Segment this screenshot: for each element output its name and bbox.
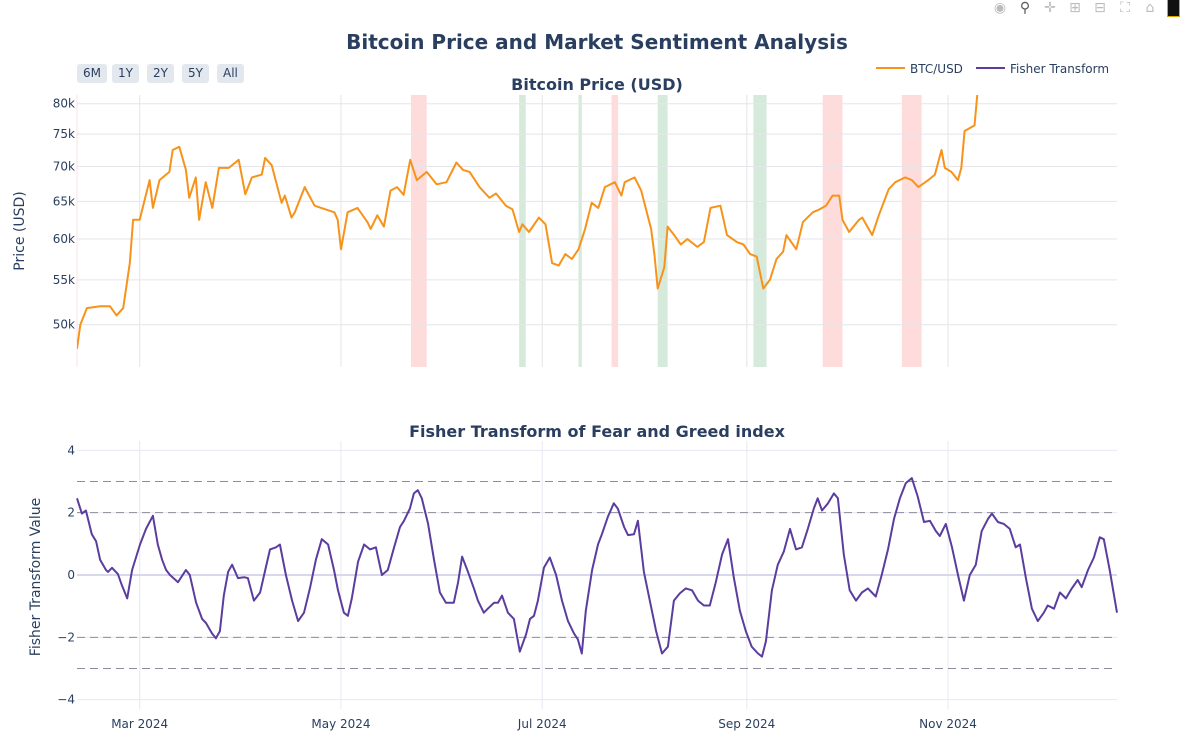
fisher-transform-line [76, 477, 1118, 658]
greed-region-band [657, 95, 668, 367]
legend-label-fisher: Fisher Transform [1010, 62, 1109, 76]
x-tick-label: May 2024 [311, 717, 370, 731]
plotly-logo[interactable] [1167, 0, 1180, 17]
chart-title: Bitcoin Price and Market Sentiment Analy… [346, 30, 848, 54]
x-tick-label: Sep 2024 [718, 717, 775, 731]
fear-region-band [611, 95, 619, 367]
subplot-title-price: Bitcoin Price (USD) [511, 75, 683, 94]
y-tick-label-fisher: −4 [57, 693, 75, 707]
y-tick-label-price: 75k [53, 127, 75, 141]
x-tick-label: Nov 2024 [919, 717, 977, 731]
y-tick-label-price: 70k [53, 160, 75, 174]
range-button-all[interactable]: All [217, 64, 244, 83]
modebar: ◉ ⚲ ✛ ⊞ ⊟ ⛶ ⌂ [992, 0, 1180, 17]
y-tick-label-fisher: 4 [67, 443, 75, 457]
x-tick-label: Jul 2024 [517, 717, 567, 731]
fear-region-band [901, 95, 922, 367]
y-axis-title-fisher: Fisher Transform Value [28, 498, 44, 656]
legend-item-btc[interactable]: BTC/USD [876, 62, 963, 76]
greed-region-band [753, 95, 767, 367]
y-tick-label-fisher: 2 [67, 506, 75, 520]
autoscale-icon[interactable]: ⛶ [1120, 0, 1130, 16]
range-button-1y[interactable]: 1Y [112, 64, 139, 83]
x-tick-label: Mar 2024 [111, 717, 168, 731]
pan-icon[interactable]: ✛ [1044, 0, 1056, 16]
greed-region-band [578, 95, 582, 367]
range-button-6m[interactable]: 6M [77, 64, 107, 83]
range-button-2y[interactable]: 2Y [147, 64, 174, 83]
zoom-icon[interactable]: ⚲ [1019, 0, 1031, 16]
greed-region-band [519, 95, 526, 367]
home-icon[interactable]: ⌂ [1145, 0, 1155, 16]
legend-item-fisher[interactable]: Fisher Transform [976, 62, 1109, 76]
y-tick-label-price: 80k [53, 97, 75, 111]
gridlines [76, 95, 1117, 709]
camera-icon[interactable]: ◉ [993, 0, 1007, 16]
y-axis-title-price: Price (USD) [12, 191, 28, 270]
y-tick-label-price: 60k [53, 232, 75, 246]
range-button-5y[interactable]: 5Y [182, 64, 209, 83]
y-tick-label-price: 55k [53, 273, 75, 287]
fear-region-band [822, 95, 843, 367]
y-tick-label-price: 50k [53, 318, 75, 332]
btc-price-line [77, 95, 979, 349]
y-tick-label-price: 65k [53, 194, 75, 208]
sentiment-bands [410, 95, 922, 367]
legend: BTC/USD Fisher Transform [876, 62, 1109, 76]
subplot-title-fisher: Fisher Transform of Fear and Greed index [409, 422, 786, 441]
series-lines [76, 95, 1118, 658]
zoom-out-icon[interactable]: ⊟ [1094, 0, 1106, 16]
zoom-in-icon[interactable]: ⊞ [1069, 0, 1081, 16]
y-tick-label-fisher: 0 [67, 568, 75, 582]
tick-labels: Mar 2024 May 2024 Jul 2024 Sep 2024 Nov 2024… [53, 97, 977, 731]
legend-label-btc: BTC/USD [910, 62, 963, 76]
fear-region-band [410, 95, 427, 367]
y-tick-label-fisher: −2 [57, 630, 75, 644]
